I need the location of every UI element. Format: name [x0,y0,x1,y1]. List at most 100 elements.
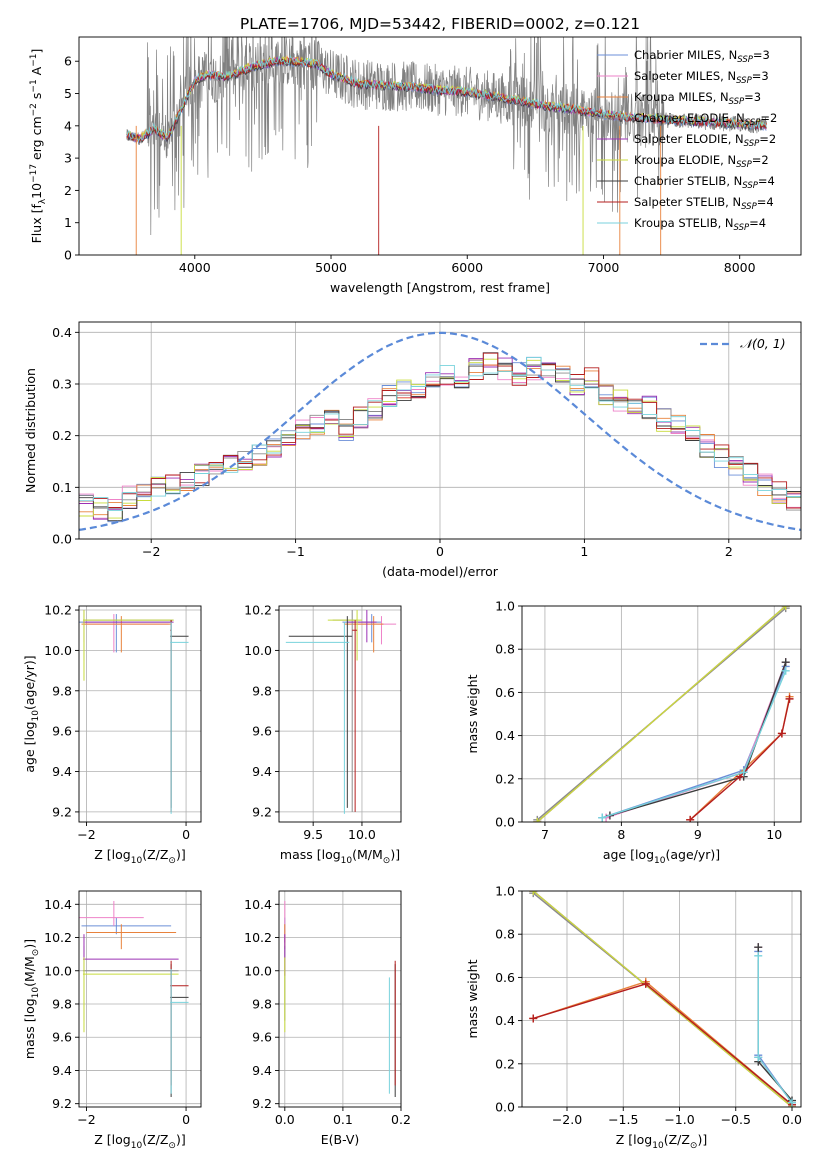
y-tick-label: 0 [64,248,72,263]
weight-marker-6 [781,658,790,667]
y-tick-label: 0.0 [52,532,72,547]
x-tick-label: −2 [142,544,160,559]
weight-marker-7 [777,729,786,738]
legend-label-5: Kroupa ELODIE, NSSP=2 [634,153,769,170]
x-tick-label: 2 [725,544,733,559]
y-tick-label: 9.8 [52,996,72,1011]
weight-vs-Z-panel-plot-area [529,891,796,1107]
y-tick-label: 4 [64,118,72,133]
spectrum-panel: 4000 5000 6000 7000 8000 0 1 2 3 4 5 6 wavelength [A… [29,36,802,295]
x-tick-label: 7 [541,827,549,842]
y-tick-label: 3 [64,151,72,166]
y-tick-label: 9.6 [252,724,272,739]
axes-frame [521,890,802,1108]
x-tick-label: 4000 [179,260,211,275]
y-tick-label: 9.2 [252,804,272,819]
y-axis-label: age [log10​(age/yr)] [22,655,41,772]
x-axis-label: Z [log10​(Z/Z⊙​)] [94,847,185,866]
weight-marker-7 [529,1014,538,1023]
y-tick-label: 9.6 [52,724,72,739]
weight-marker-7 [785,694,794,703]
x-tick-label: −0.5 [721,1112,751,1127]
y-tick-label: 9.2 [52,1096,72,1111]
weight-vs-Z-panel: −2.0 −1.5 −1.0 −0.5 0.0 0.0 0.2 0.4 0.6 0.8 1.0 Z [… [465,884,802,1152]
weight-marker-5 [533,818,542,822]
y-tick-label: 9.2 [52,804,72,819]
y-tick-label: 2 [64,183,72,198]
legend-label-2: Kroupa MILES, NSSP=3 [634,90,761,107]
x-tick-label: −2 [77,827,95,842]
y-tick-label: 0.0 [495,815,515,830]
weight-marker-8 [781,666,790,675]
x-tick-label: 0 [436,544,444,559]
x-tick-label: −1.0 [664,1112,694,1127]
x-tick-label: 0.2 [391,1112,411,1127]
x-axis-label: mass [log10​(M/M⊙​)] [280,847,400,866]
x-tick-label: 0.0 [275,1112,295,1127]
y-tick-label: 0.4 [495,728,515,743]
mass-vs-Z-panel: −2 0 9.2 9.4 9.6 9.8 10.0 10.2 10.4 Z [log10​(Z/Z… [22,890,202,1151]
x-tick-label: 10.0 [348,827,376,842]
weight-marker-8 [754,951,763,960]
weight-vs-age-panel: 7 8 9 10 0.0 0.2 0.4 0.6 0.8 1.0 age [log10​(age/y… [465,599,802,866]
y-tick-label: 0.2 [495,1056,515,1071]
weight-line-7 [533,983,793,1106]
normal-curve [79,331,801,531]
y-tick-label: 0.3 [52,377,72,392]
y-tick-label: 9.4 [52,1063,72,1078]
axes-frame [78,605,202,823]
histogram-5 [79,358,801,519]
weight-marker-8 [598,813,607,822]
x-tick-label: 0 [182,827,190,842]
x-tick-label: −2 [77,1112,95,1127]
x-axis-label: age [log10​(age/yr)] [603,847,720,866]
histogram-panel: −2 −1 0 1 2 0.0 0.1 0.2 0.3 0.4 (data-model)/error… [23,321,802,579]
legend-label-8: Kroupa STELIB, NSSP=4 [634,216,766,233]
legend-label-4: Salpeter ELODIE, NSSP=2 [634,132,776,149]
y-tick-label: 9.8 [252,683,272,698]
histogram-7 [79,352,801,509]
x-tick-label: 10 [766,827,782,842]
weight-line-7 [689,698,791,821]
x-axis-label: wavelength [Angstrom, rest frame] [330,280,550,295]
axes-frame [78,890,202,1108]
y-tick-label: 10.4 [44,897,72,912]
model-spectrum-7 [126,56,767,144]
y-tick-label: 1.0 [495,599,515,614]
x-axis-label: Z [log10​(Z/Z⊙​)] [616,1132,707,1151]
weight-marker-8 [754,1053,763,1062]
histogram-legend: 𝒩(0, 1) [700,336,786,351]
y-tick-label: 1.0 [495,884,515,899]
y-tick-label: 9.2 [252,1096,272,1111]
weight-line-2 [533,980,793,1106]
y-tick-label: 9.4 [52,764,72,779]
weight-line-6 [757,947,793,1101]
spectrum-legend: Chabrier MILES, NSSP=3 Salpeter MILES, NS… [597,48,777,233]
y-tick-label: 1 [64,215,72,230]
y-tick-label: 10.2 [44,603,72,618]
mass-vs-ebv-panel: 0.0 0.1 0.2 9.2 9.4 9.6 9.8 10.0 10.2 10.4 E(B-V) [244,890,411,1147]
y-tick-label: 9.4 [252,1063,272,1078]
y-tick-label: 10.0 [44,963,72,978]
weight-marker-7 [686,815,695,822]
axes-frame [278,890,402,1108]
y-tick-label: 0.8 [495,927,515,942]
axes-frame [78,36,802,256]
y-axis-label: Normed distribution [23,368,38,493]
x-tick-label: 0.1 [333,1112,353,1127]
weight-line-5 [536,606,787,822]
x-tick-label: 9.5 [303,827,323,842]
x-tick-label: 6000 [451,260,483,275]
y-tick-label: 9.4 [252,764,272,779]
y-tick-label: 0.4 [52,325,72,340]
age-vs-mass-panel: 9.5 10.0 9.2 9.4 9.6 9.8 10.0 10.2 mass [log10​(… [244,603,402,866]
y-tick-label: 0.2 [495,771,515,786]
y-tick-label: 9.6 [52,1030,72,1045]
age-vs-Z-panel: −2 0 9.2 9.4 9.6 9.8 10.0 10.2 Z [log10​(Z/Z⊙​)]… [22,603,202,866]
x-tick-label: 7000 [588,260,620,275]
y-tick-label: 0.0 [495,1100,515,1115]
y-axis-label: mass weight [465,959,480,1038]
weight-marker-8 [788,1098,796,1107]
mass-vs-Z-panel-plot-area [79,900,189,1098]
weight-marker-8 [739,768,748,777]
